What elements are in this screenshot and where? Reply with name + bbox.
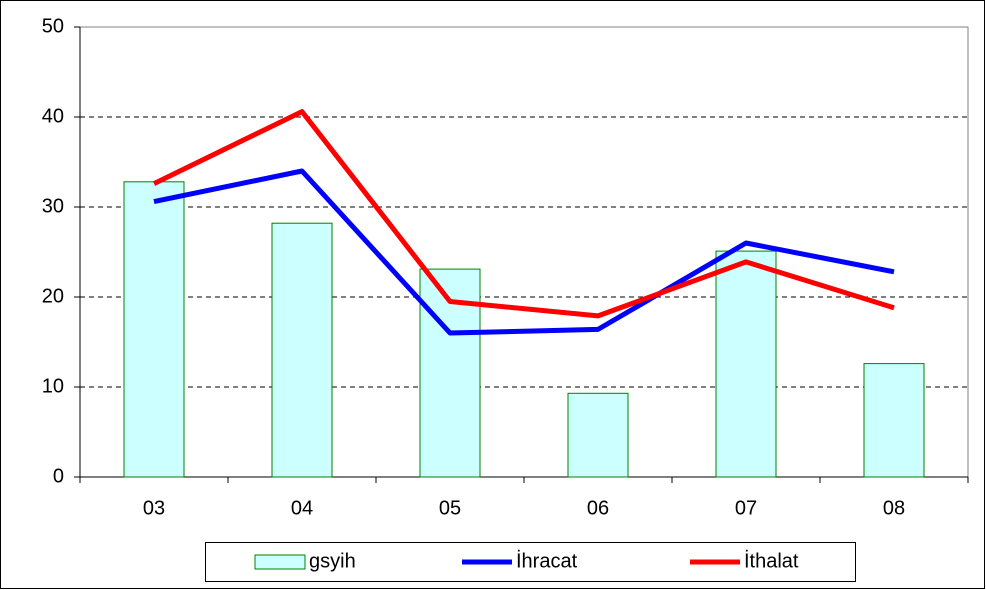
- y-tick-label: 40: [42, 105, 64, 127]
- legend-label: gsyih: [309, 550, 356, 572]
- x-tick-label: 08: [883, 497, 905, 519]
- legend: [205, 542, 856, 582]
- line: [153, 168, 895, 336]
- x-tick-label: 07: [735, 497, 757, 519]
- legend-label: İthalat: [744, 549, 799, 572]
- x-tick-label: 04: [291, 497, 313, 519]
- bar: [271, 222, 333, 478]
- y-tick-label: 10: [42, 375, 64, 397]
- legend-swatch: [254, 554, 306, 570]
- bar: [863, 363, 925, 478]
- legend-label: İhracat: [516, 549, 578, 572]
- bar: [567, 392, 629, 478]
- x-tick-label: 05: [439, 497, 461, 519]
- y-tick-label: 30: [42, 195, 64, 217]
- y-tick-label: 50: [42, 15, 64, 37]
- x-tick-label: 06: [587, 497, 609, 519]
- y-tick-label: 20: [42, 285, 64, 307]
- x-tick-label: 03: [143, 497, 165, 519]
- bar: [715, 250, 777, 478]
- y-tick-label: 0: [53, 465, 64, 487]
- line: [152, 109, 895, 319]
- plot-area: [79, 26, 969, 478]
- bar: [123, 181, 185, 478]
